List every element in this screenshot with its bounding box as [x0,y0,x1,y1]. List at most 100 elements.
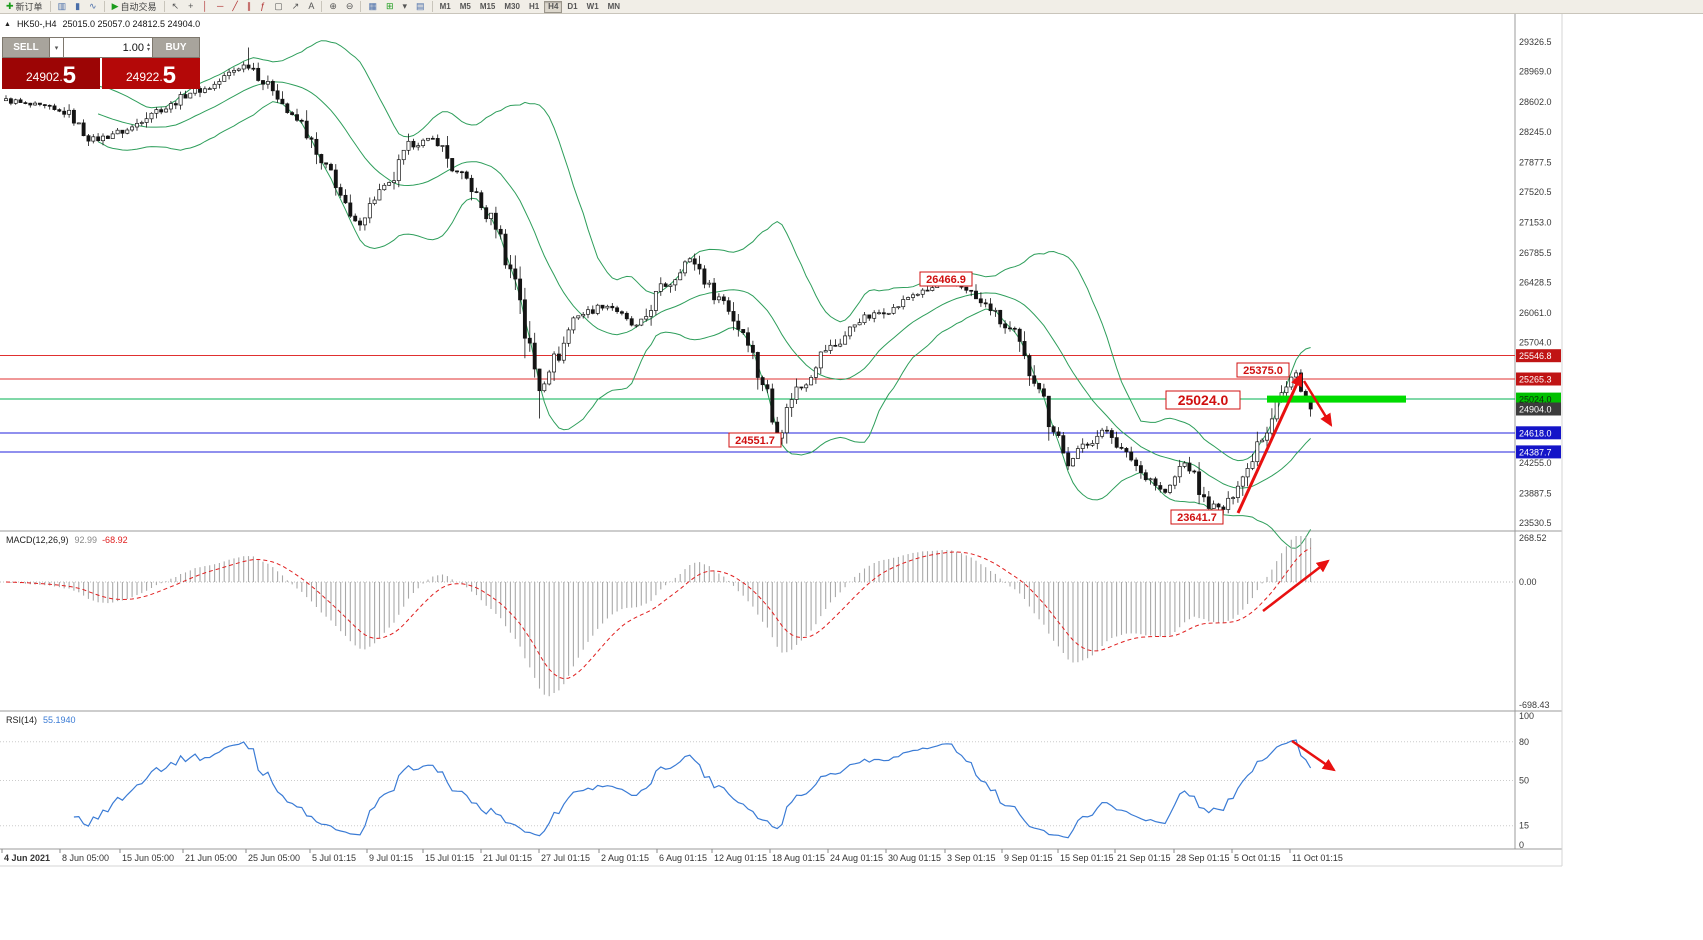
price-badge: 25546.8 [1516,349,1561,363]
templates-button[interactable]: ▤ [412,1,429,13]
rsi-panel [0,739,1515,839]
rsi-scale: 100 80 50 15 0 [1519,711,1534,850]
trend-arrow[interactable] [1236,373,1303,514]
buy-button[interactable]: BUY [152,37,200,58]
timeframe-h1-button[interactable]: H1 [525,1,543,13]
bar-chart-button[interactable]: ▥ [54,1,71,13]
price-callouts: 26466.9 25375.0 25024.0 24551.7 23641.7 [728,271,1290,525]
price-callout[interactable]: 25375.0 [1236,362,1290,378]
svg-text:8 Jun 05:00: 8 Jun 05:00 [62,853,109,863]
vertical-line-tool-button[interactable]: │ [198,1,212,13]
periods-button[interactable]: ▾ [399,1,412,13]
svg-text:24 Aug 01:15: 24 Aug 01:15 [830,853,883,863]
trend-arrow[interactable] [1291,739,1336,772]
svg-text:9 Jul 01:15: 9 Jul 01:15 [369,853,413,863]
line-chart-button[interactable]: ∿ [85,1,101,13]
price-callout[interactable]: 25024.0 [1165,390,1241,410]
macd-label: MACD(12,26,9) 92.99 -68.92 [6,535,128,545]
svg-text:24551.7: 24551.7 [735,435,775,447]
cursor-tool-button[interactable]: ↖ [168,1,184,13]
autotrading-button[interactable]: ▶ 自动交易 [108,1,161,13]
new-order-button[interactable]: ✚ 新订单 [2,1,47,13]
price-badge: 24387.7 [1516,445,1561,459]
horizontal-line-tool-button[interactable]: ─ [213,1,227,13]
shapes-tool-icon: ▢ [274,1,283,11]
candlestick-chart-button[interactable]: ▮ [71,1,84,13]
crosshair-tool-button[interactable]: + [184,1,197,13]
timeframe-w1-button[interactable]: W1 [583,1,603,13]
price-callout[interactable]: 24551.7 [728,432,782,448]
buy-price-box[interactable]: 24922. 5 [102,58,200,89]
trend-arrow[interactable] [1262,559,1330,612]
trend-arrow[interactable] [1302,380,1333,427]
order-type-dropdown[interactable]: ▾ [50,37,64,58]
macd-signal-line [5,547,1311,680]
text-tool-button[interactable]: A [304,1,318,13]
svg-text:26466.9: 26466.9 [926,274,966,286]
svg-text:2 Aug 01:15: 2 Aug 01:15 [601,853,649,863]
tile-windows-button[interactable]: ▦ [364,1,381,13]
trendline-tool-button[interactable]: ╱ [228,1,241,13]
zoom-out-button[interactable]: ⊖ [342,1,358,13]
rsi-line [73,739,1312,839]
fibonacci-tool-button[interactable]: ƒ [256,1,269,13]
timeframe-mn-button[interactable]: MN [604,1,624,13]
indicators-button[interactable]: ⊞ [382,1,398,13]
sell-price-box[interactable]: 24902. 5 [2,58,100,89]
arrow-tool-button[interactable]: ↗ [288,1,304,13]
toolbar-separator [163,1,165,12]
indicators-icon: ⊞ [385,1,394,11]
one-click-trading-panel: SELL ▾ 1.00 ▴ ▾ BUY 24902. 5 24922. 5 [2,37,200,89]
cursor-tool-icon: ↖ [171,1,180,11]
price-callout[interactable]: 23641.7 [1170,509,1224,525]
volume-field[interactable]: 1.00 ▴ ▾ [64,37,152,58]
sell-button[interactable]: SELL [2,37,50,58]
zoom-in-button[interactable]: ⊕ [325,1,341,13]
svg-text:26785.5: 26785.5 [1519,248,1552,258]
svg-text:24255.0: 24255.0 [1519,458,1552,468]
svg-text:3 Sep 01:15: 3 Sep 01:15 [947,853,996,863]
svg-text:23641.7: 23641.7 [1177,512,1217,524]
timeframe-m15-button[interactable]: M15 [476,1,500,13]
svg-text:21 Sep 01:15: 21 Sep 01:15 [1117,853,1171,863]
timeframe-h4-button[interactable]: H4 [544,0,563,13]
toolbar-separator [49,1,51,12]
autotrading-icon: ▶ [111,1,119,11]
timeframe-d1-button[interactable]: D1 [563,1,581,13]
fibonacci-tool-icon: ƒ [260,1,266,11]
periods-icon: ▾ [402,1,408,11]
svg-text:23530.5: 23530.5 [1519,518,1552,528]
price-callout[interactable]: 26466.9 [919,271,973,287]
macd-scale: 268.52 0.00 -698.43 [1519,533,1550,710]
panel-frame [0,14,1563,867]
svg-text:25 Jun 05:00: 25 Jun 05:00 [248,853,300,863]
svg-text:21 Jun 05:00: 21 Jun 05:00 [185,853,237,863]
toolbar-separator [360,1,362,12]
timeframe-m30-button[interactable]: M30 [500,1,524,13]
svg-text:25024.0: 25024.0 [1178,392,1229,408]
volume-spinner[interactable]: ▴ ▾ [146,41,150,53]
svg-text:25546.8: 25546.8 [1519,351,1552,361]
svg-text:24618.0: 24618.0 [1519,428,1552,438]
bollinger-lower [97,101,1312,549]
horizontal-line-tool-icon: ─ [216,1,224,11]
svg-text:25704.0: 25704.0 [1519,338,1552,348]
rsi-label: RSI(14) 55.1940 [6,715,76,725]
volume-down-icon[interactable]: ▾ [146,46,150,53]
shapes-tool-button[interactable]: ▢ [270,1,287,13]
support-band[interactable] [1267,395,1406,403]
svg-text:268.52: 268.52 [1519,533,1547,543]
svg-text:24387.7: 24387.7 [1519,447,1552,457]
volume-up-icon[interactable]: ▴ [146,41,150,48]
ohlc-values: 25015.0 25057.0 24812.5 24904.0 [62,19,201,29]
svg-text:25265.3: 25265.3 [1519,375,1552,385]
timeframe-m5-button[interactable]: M5 [456,1,475,13]
channel-tool-icon: ∥ [246,1,252,11]
channel-tool-button[interactable]: ∥ [243,1,256,13]
one-click-caret-icon[interactable]: ▲ [4,20,11,28]
svg-text:28602.0: 28602.0 [1519,97,1552,107]
timeframe-m1-button[interactable]: M1 [436,1,455,13]
new-order-label: 新订单 [15,2,43,12]
